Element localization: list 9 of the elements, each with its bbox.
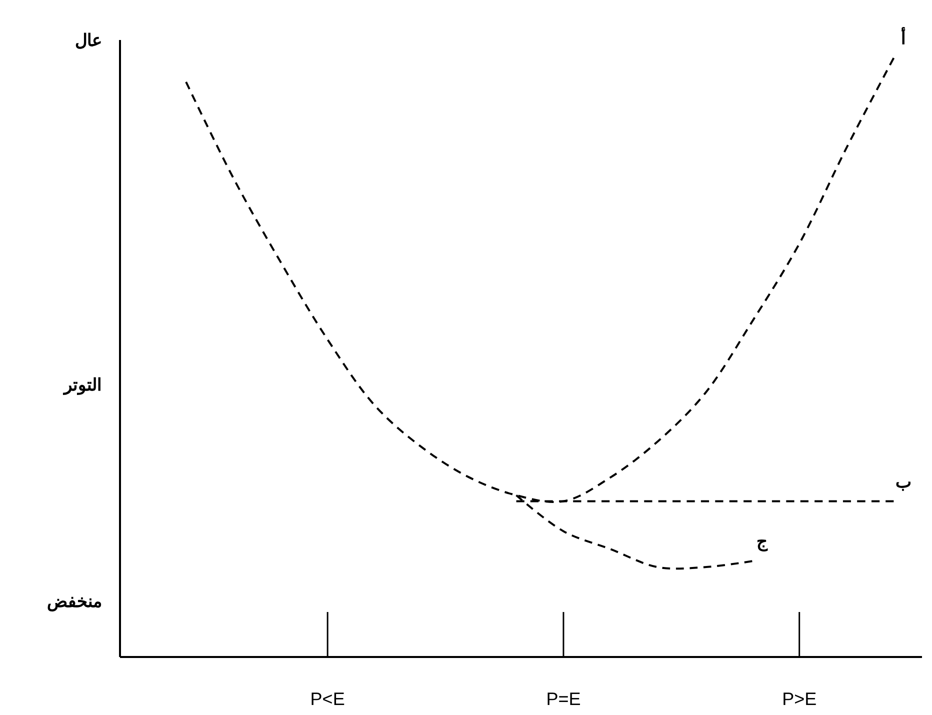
y-axis-title: التوتر <box>62 376 102 396</box>
text: عال <box>75 31 102 50</box>
x-tick-label: P=E <box>546 689 581 709</box>
series-label: ب <box>896 472 912 492</box>
series-label: ج <box>756 532 769 552</box>
text: منخفض <box>47 592 102 612</box>
x-tick-label: P>E <box>782 689 817 709</box>
x-tick-label: P<E <box>310 689 345 709</box>
series-label: أ <box>901 26 906 48</box>
